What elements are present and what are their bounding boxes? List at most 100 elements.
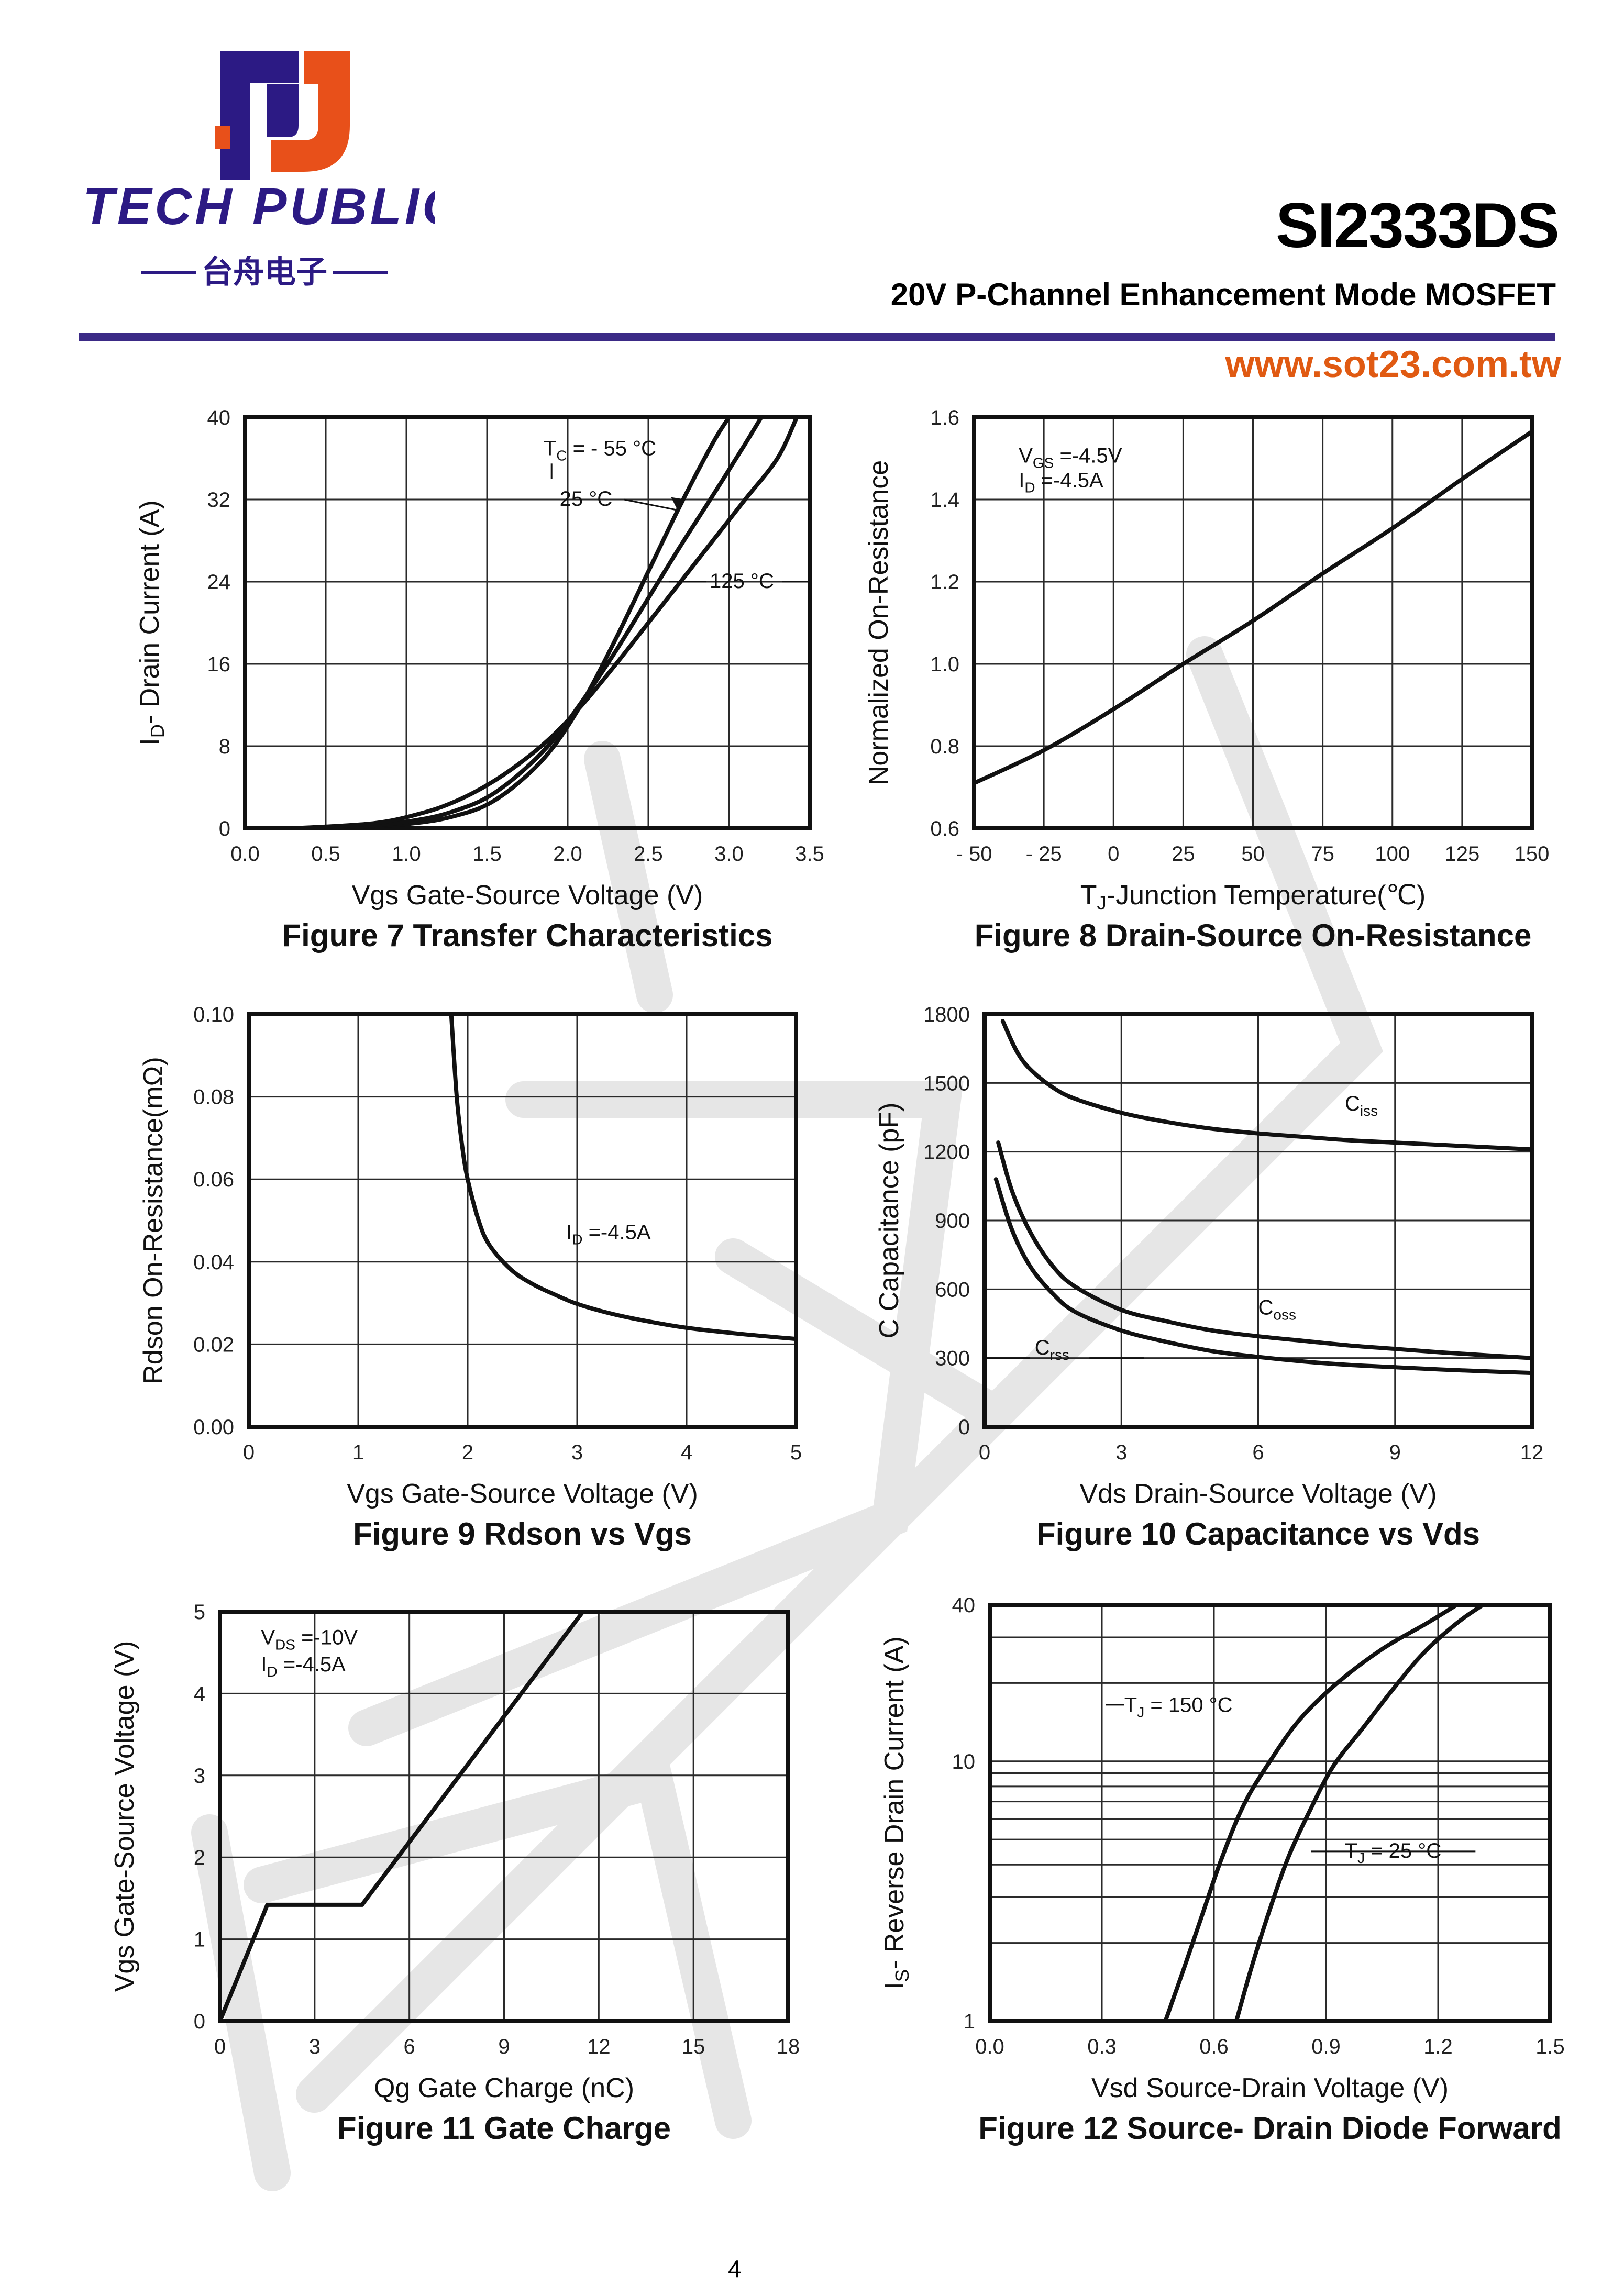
x-tick-label: 0 xyxy=(243,1441,255,1464)
y-tick-label: 1.4 xyxy=(930,489,959,512)
y-tick-label: 16 xyxy=(207,653,231,676)
page-header: TECH PUBLIC 台舟电子 SI2333DS 20V P-Channel … xyxy=(0,0,1624,398)
fig11-grid xyxy=(220,1612,788,2021)
y-tick-label: 0.00 xyxy=(193,1416,234,1439)
x-tick-label: 9 xyxy=(1389,1441,1401,1464)
figure-caption: Figure 9 Rdson vs Vgs xyxy=(353,1516,692,1551)
annotation-label: 125 °C xyxy=(710,570,774,593)
series-line xyxy=(291,415,731,830)
x-tick-label: 18 xyxy=(777,2035,800,2058)
y-tick-label: 1.0 xyxy=(930,653,959,676)
logo-j-inner xyxy=(267,84,299,137)
logo-t-stem xyxy=(220,51,250,180)
y-tick-label: 900 xyxy=(935,1210,970,1233)
x-axis-label: Vgs Gate-Source Voltage (V) xyxy=(352,880,703,911)
annotation-label: VDS =-10V xyxy=(261,1626,358,1653)
x-axis-label: TJ-Junction Temperature(℃) xyxy=(1080,880,1426,914)
annotation-label: Coss xyxy=(1258,1296,1296,1323)
x-tick-label: 12 xyxy=(1520,1441,1544,1464)
series-line xyxy=(993,1177,1534,1376)
header-divider xyxy=(79,333,1555,341)
figure-12-source-drain-diode-forward: 0.0 0.3 0.6 0.9 1.2 1.5 1 10 40 Vsd Source-Drain … xyxy=(879,1594,1565,2146)
x-tick-label: 0 xyxy=(214,2035,226,2058)
website-link[interactable]: www.sot23.com.tw xyxy=(1225,343,1561,385)
logo-j-hook xyxy=(271,51,350,172)
x-tick-label: 2.0 xyxy=(553,842,582,866)
y-tick-label: 0.10 xyxy=(193,1003,234,1026)
x-tick-label: 150 xyxy=(1515,842,1550,866)
part-description: 20V P-Channel Enhancement Mode MOSFET xyxy=(890,277,1556,312)
y-axis-label: Vgs Gate-Source Voltage (V) xyxy=(109,1641,140,1992)
x-tick-label: 1.5 xyxy=(472,842,502,866)
fig11-plot-frame xyxy=(218,1610,790,2023)
x-tick-label: 100 xyxy=(1375,842,1410,866)
x-tick-label: 3 xyxy=(571,1441,583,1464)
figure-caption: Figure 11 Gate Charge xyxy=(337,2111,671,2146)
series-line xyxy=(972,429,1534,785)
y-tick-label: 1500 xyxy=(923,1072,970,1095)
x-tick-label: 3.5 xyxy=(795,842,824,866)
figure-caption: Figure 10 Capacitance vs Vds xyxy=(1036,1516,1480,1551)
fig7-plot-frame xyxy=(243,415,812,830)
x-tick-label: 3 xyxy=(1115,1441,1127,1464)
annotation-label: VGS =-4.5V xyxy=(1019,444,1122,471)
fig10-plot-frame xyxy=(982,1012,1534,1429)
x-tick-label: 0.9 xyxy=(1311,2035,1341,2058)
annotation-label: ID =-4.5A xyxy=(261,1653,346,1680)
y-tick-label: 24 xyxy=(207,571,231,594)
fig12-plot-frame xyxy=(988,1603,1552,2023)
y-tick-label: 0.08 xyxy=(193,1086,234,1109)
fig8-plot-frame xyxy=(972,415,1534,830)
x-tick-label: 0.6 xyxy=(1199,2035,1229,2058)
annotation-leader xyxy=(624,498,676,511)
y-tick-label: 40 xyxy=(952,1594,976,1617)
x-axis-label: Vds Drain-Source Voltage (V) xyxy=(1079,1479,1437,1509)
fig9-grid xyxy=(249,1014,796,1427)
y-axis-label: Normalized On-Resistance xyxy=(864,460,894,785)
y-axis-label: IS- Reverse Drain Current (A) xyxy=(879,1636,913,1989)
x-tick-label: - 50 xyxy=(956,842,992,866)
x-tick-label: 25 xyxy=(1172,842,1195,866)
figure-10-capacitance-vs-vds: 0 3 6 9 12 0 300 600 900 1200 1500 1800 Vds Drain-So… xyxy=(874,1003,1544,1551)
series-line xyxy=(218,1610,585,2023)
y-tick-label: 2 xyxy=(194,1846,205,1869)
y-tick-label: 0.6 xyxy=(930,817,959,840)
x-tick-label: 0 xyxy=(1108,842,1119,866)
x-tick-label: 0.0 xyxy=(230,842,260,866)
annotation-label: TJ = 25 °C xyxy=(1345,1839,1442,1866)
x-tick-label: 6 xyxy=(1252,1441,1264,1464)
fig9-plot-frame xyxy=(247,1012,798,1429)
figure-caption: Figure 8 Drain-Source On-Resistance xyxy=(975,918,1532,953)
x-tick-label: 1.0 xyxy=(392,842,421,866)
annotation-label: Ciss xyxy=(1345,1092,1378,1119)
series-line xyxy=(291,415,799,830)
x-axis-label: Qg Gate Charge (nC) xyxy=(374,2073,634,2103)
y-tick-label: 0.04 xyxy=(193,1251,234,1274)
y-tick-label: 1 xyxy=(194,1928,205,1951)
y-tick-label: 600 xyxy=(935,1278,970,1301)
annotation-arrow xyxy=(671,497,685,510)
figure-9-rdson-vs-vgs: 0 1 2 3 4 5 0.00 0.02 0.04 0.06 0.08 0.10 Vgs Gate-S… xyxy=(138,1003,802,1551)
x-tick-label: 1.5 xyxy=(1535,2035,1565,2058)
x-tick-label: 3.0 xyxy=(714,842,744,866)
x-tick-label: 1.2 xyxy=(1423,2035,1453,2058)
y-tick-label: 1200 xyxy=(923,1141,970,1164)
y-tick-label: 1.6 xyxy=(930,406,959,429)
x-tick-label: 5 xyxy=(790,1441,802,1464)
figure-caption: Figure 12 Source- Drain Diode Forward xyxy=(978,2111,1562,2146)
x-axis-label: Vsd Source-Drain Voltage (V) xyxy=(1091,2073,1449,2103)
fig8-grid xyxy=(974,417,1532,828)
annotation-label: 25 °C xyxy=(560,487,613,511)
y-tick-label: 4 xyxy=(194,1682,205,1705)
y-tick-label: 3 xyxy=(194,1765,205,1788)
figure-caption: Figure 7 Transfer Characteristics xyxy=(282,918,772,953)
page-number: 4 xyxy=(728,2255,742,2282)
y-tick-label: 0.02 xyxy=(193,1333,234,1356)
x-tick-label: 6 xyxy=(404,2035,415,2058)
y-tick-label: 0 xyxy=(219,817,230,840)
y-axis-label: ID- Drain Current (A) xyxy=(135,500,168,745)
y-tick-label: 8 xyxy=(219,735,230,758)
annotation-label: ID =-4.5A xyxy=(566,1221,651,1247)
x-tick-label: 9 xyxy=(498,2035,510,2058)
y-tick-label: 0.06 xyxy=(193,1168,234,1191)
